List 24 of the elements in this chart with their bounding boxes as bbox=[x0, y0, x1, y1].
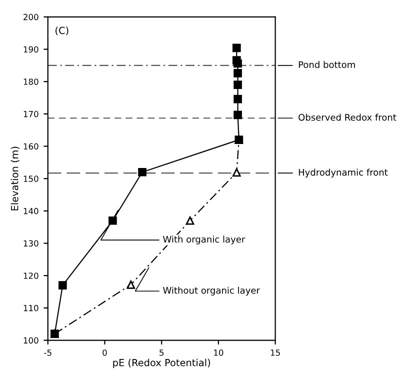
x-tick-label: 0 bbox=[102, 349, 107, 356]
y-tick-label: 130 bbox=[24, 240, 38, 247]
x-axis-title: pE (Redox Potential) bbox=[113, 358, 210, 368]
y-tick-label: 200 bbox=[24, 14, 38, 20]
y-tick-label: 180 bbox=[24, 78, 38, 85]
x-tick-label: 5 bbox=[160, 350, 164, 356]
ref-line-label: Hydrodynamic front bbox=[298, 168, 388, 178]
annotation: With organic layer bbox=[163, 236, 246, 244]
annotation: (C) bbox=[56, 26, 68, 36]
y-tick-label: 140 bbox=[24, 208, 38, 214]
x-tick-label: 10 bbox=[214, 349, 224, 356]
ref-line-label: Observed Redox front bbox=[298, 114, 396, 121]
y-tick-label: 160 bbox=[24, 143, 38, 150]
y-tick-label: 100 bbox=[24, 337, 38, 344]
x-tick-label: -5 bbox=[44, 350, 52, 356]
y-tick-label: 150 bbox=[24, 176, 38, 182]
y-tick-label: 120 bbox=[24, 272, 38, 279]
y-tick-label: 190 bbox=[24, 46, 38, 53]
annotation: Without organic layer bbox=[163, 286, 260, 296]
y-tick-label: 170 bbox=[24, 110, 38, 118]
x-tick-label: 15 bbox=[270, 350, 280, 356]
ref-line-label: Pond bottom bbox=[298, 61, 355, 68]
y-tick-label: 110 bbox=[24, 304, 38, 312]
y-axis-title: Elevation (m) bbox=[10, 146, 20, 210]
